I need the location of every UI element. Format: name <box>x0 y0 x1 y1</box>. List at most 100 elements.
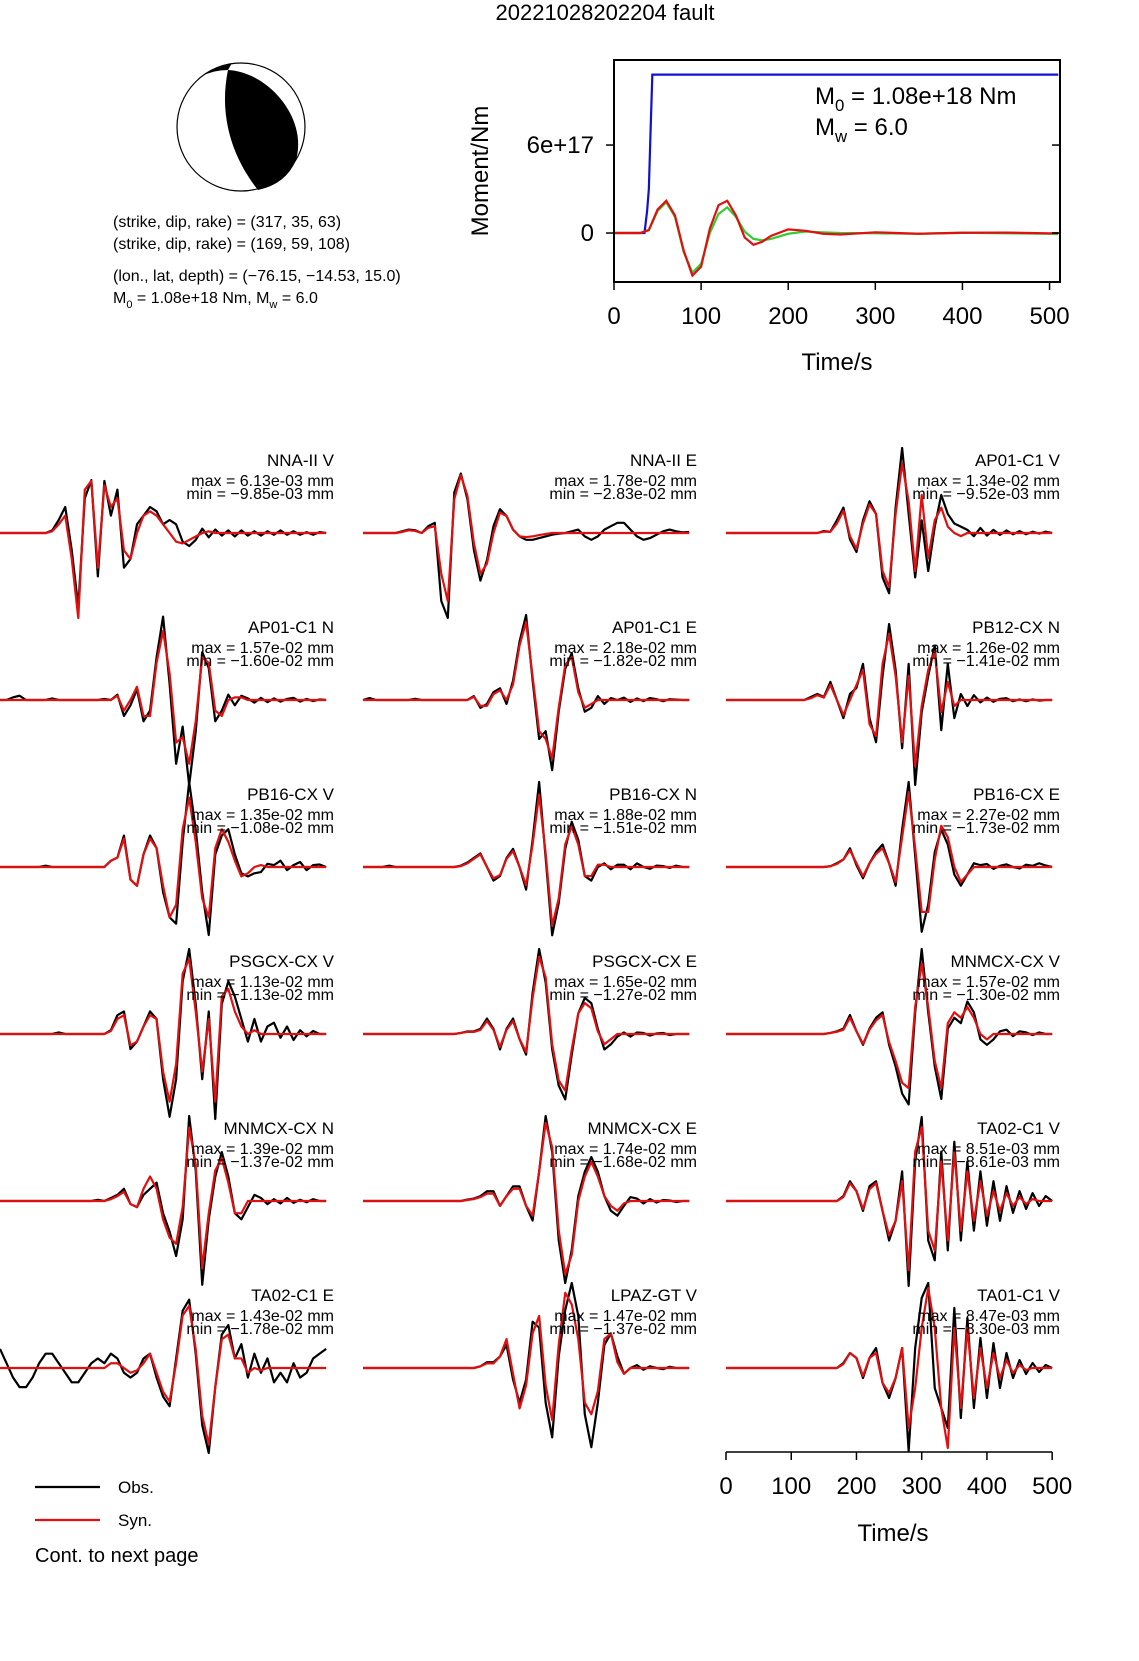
waveform-trace <box>726 632 1053 768</box>
beachball <box>176 62 306 192</box>
max-label: max = 1.13e-02 mm <box>191 974 334 991</box>
legend-label: Syn. <box>118 1511 152 1530</box>
max-label: max = 1.88e-02 mm <box>554 807 697 824</box>
max-label: max = 6.13e-03 mm <box>191 473 334 490</box>
mechanism-text: (strike, dip, rake) = (317, 35, 63) (stri… <box>113 214 401 311</box>
max-label: max = 1.39e-02 mm <box>191 1141 334 1158</box>
y-tick-label: 0 <box>581 220 594 247</box>
min-label: min = −1.73e-02 mm <box>912 820 1060 837</box>
value-text: = 6.0 <box>847 114 908 141</box>
waveform-trace <box>726 962 1053 1090</box>
min-label: min = −1.08e-02 mm <box>186 820 334 837</box>
waveform-trace <box>726 791 1053 914</box>
waveform-trace <box>0 1298 327 1455</box>
max-label: max = 2.18e-02 mm <box>554 640 697 657</box>
min-label: min = −9.85e-03 mm <box>186 486 334 503</box>
waveform-trace <box>363 1121 690 1276</box>
waveform-trace <box>363 474 690 603</box>
x-axis-label: Time/s <box>857 1520 928 1547</box>
min-label: min = −1.78e-02 mm <box>186 1321 334 1338</box>
min-label: min = −1.68e-02 mm <box>549 1154 697 1171</box>
max-label: max = 1.65e-02 mm <box>554 974 697 991</box>
x-tick-label: 200 <box>836 1473 876 1500</box>
min-label: min = −1.37e-02 mm <box>549 1321 697 1338</box>
station-label: AP01-C1 N <box>248 618 334 637</box>
max-label: max = 8.51e-03 mm <box>917 1141 1060 1158</box>
x-tick-label: 0 <box>607 303 620 330</box>
x-tick-label: 200 <box>768 303 808 330</box>
min-label: min = −1.41e-02 mm <box>912 653 1060 670</box>
min-label: min = −2.83e-02 mm <box>549 486 697 503</box>
max-label: max = 1.78e-02 mm <box>554 473 697 490</box>
mechanism-line: (strike, dip, rake) = (169, 59, 108) <box>113 236 350 253</box>
annotation: M0 = 1.08e+18 Nm <box>815 83 1016 115</box>
symbol: M <box>256 290 269 307</box>
waveform-trace <box>726 1286 1053 1450</box>
x-axis-label: Time/s <box>801 349 872 376</box>
y-tick-label: 6e+17 <box>527 132 594 159</box>
station-label: MNMCX-CX V <box>950 952 1060 971</box>
subscript: w <box>268 299 277 311</box>
min-label: min = −1.51e-02 mm <box>549 820 697 837</box>
waveform-trace <box>363 620 690 760</box>
moment-chart: 0 100 200 300 400 500 0 6e+17 Time/s Moment/Nm M0 … <box>467 59 1070 376</box>
x-tick-label: 100 <box>771 1473 811 1500</box>
annotation: Mw = 6.0 <box>815 114 908 146</box>
moment-line <box>614 198 1059 278</box>
symbol: M <box>815 114 835 141</box>
x-tick-label: 400 <box>942 303 982 330</box>
waveform-trace <box>363 793 690 927</box>
max-label: max = 1.35e-02 mm <box>191 807 334 824</box>
x-tick-label: 0 <box>719 1473 732 1500</box>
value-text: = 1.08e+18 Nm, <box>132 290 256 307</box>
min-label: min = −9.52e-03 mm <box>912 486 1060 503</box>
subscript: 0 <box>126 299 132 311</box>
moment-line <box>614 73 1059 235</box>
station-label: MNMCX-CX E <box>587 1119 697 1138</box>
symbol: M <box>815 83 835 110</box>
waveform-trace <box>0 479 327 620</box>
station-label: NNA-II E <box>630 451 697 470</box>
waveform-trace <box>0 1126 327 1270</box>
x-tick-label: 300 <box>902 1473 942 1500</box>
beachball-compression <box>202 63 232 76</box>
waveform-trace <box>726 462 1053 589</box>
waveform-trace <box>726 1125 1053 1272</box>
x-tick-label: 500 <box>1032 1473 1072 1500</box>
x-tick-label: 400 <box>967 1473 1007 1500</box>
moment-summary: M0 = 1.08e+18 Nm, Mw = 6.0 <box>113 290 318 311</box>
x-tick-label: 300 <box>855 303 895 330</box>
max-label: max = 1.57e-02 mm <box>191 640 334 657</box>
max-label: max = 1.47e-02 mm <box>554 1308 697 1325</box>
max-label: max = 1.26e-02 mm <box>917 640 1060 657</box>
plot-frame <box>613 59 1061 283</box>
mechanism-line: (strike, dip, rake) = (317, 35, 63) <box>113 214 341 231</box>
waveform-trace <box>0 957 327 1103</box>
max-label: max = 1.74e-02 mm <box>554 1141 697 1158</box>
station-label: MNMCX-CX N <box>224 1119 335 1138</box>
legend: Obs. Syn. <box>35 1478 154 1530</box>
footer: Cont. to next page <box>35 1545 198 1567</box>
max-label: max = 1.57e-02 mm <box>917 974 1060 991</box>
figure-title: 20221028202204 fault <box>496 0 715 25</box>
waveform-trace <box>0 629 327 765</box>
x-tick-label: 100 <box>681 303 721 330</box>
min-label: min = −8.61e-03 mm <box>912 1154 1060 1171</box>
station-label: NNA-II V <box>267 451 335 470</box>
